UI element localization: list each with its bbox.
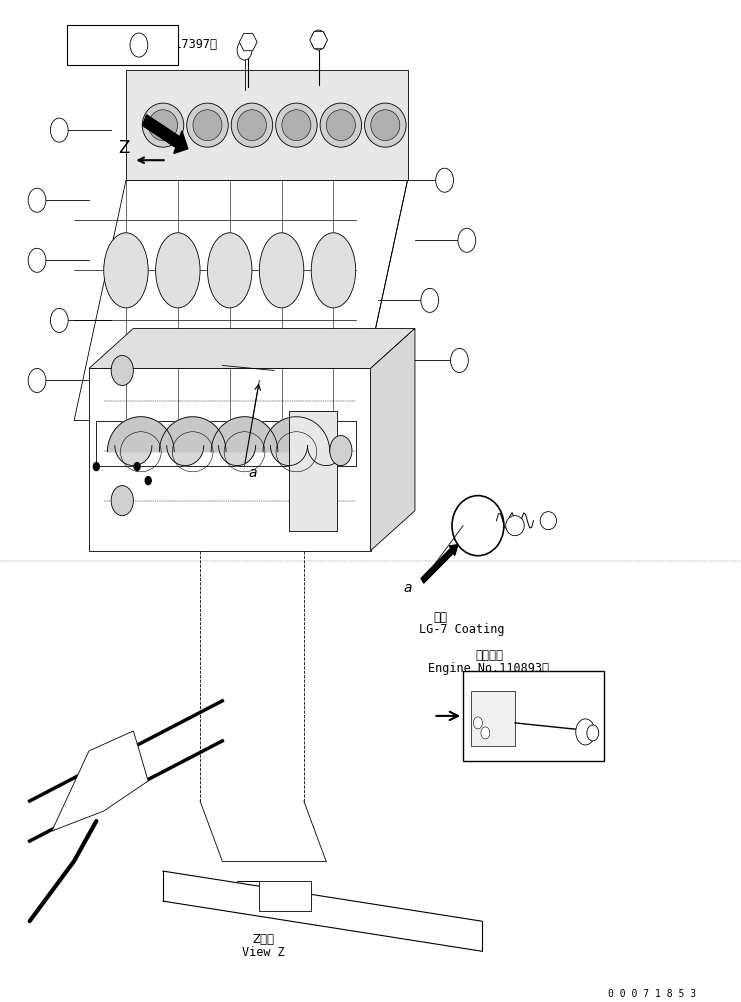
Polygon shape <box>74 180 408 421</box>
Bar <box>463 671 604 761</box>
Ellipse shape <box>187 103 228 147</box>
Polygon shape <box>356 180 408 421</box>
Circle shape <box>28 188 46 212</box>
Ellipse shape <box>193 110 222 140</box>
Text: 塗布: 塗布 <box>434 611 448 624</box>
Text: Z　視: Z 視 <box>252 933 274 946</box>
Circle shape <box>50 309 68 333</box>
Ellipse shape <box>207 232 252 308</box>
Circle shape <box>451 349 468 373</box>
Text: View Z: View Z <box>242 946 285 959</box>
Text: 0 0 0 7 1 8 5 3: 0 0 0 7 1 8 5 3 <box>608 989 697 999</box>
Polygon shape <box>211 417 278 452</box>
Circle shape <box>421 289 439 313</box>
Polygon shape <box>310 31 328 49</box>
Circle shape <box>130 33 147 57</box>
Polygon shape <box>89 329 415 369</box>
Ellipse shape <box>148 110 178 140</box>
Polygon shape <box>370 329 415 551</box>
Polygon shape <box>219 446 256 466</box>
Ellipse shape <box>156 232 200 308</box>
Circle shape <box>50 118 68 142</box>
Polygon shape <box>115 446 152 466</box>
Circle shape <box>458 228 476 253</box>
Circle shape <box>28 248 46 273</box>
Circle shape <box>576 718 595 744</box>
Bar <box>67 25 178 65</box>
Polygon shape <box>159 417 226 452</box>
Text: 適用号機: 適用号機 <box>475 649 503 661</box>
Circle shape <box>145 477 151 485</box>
Ellipse shape <box>142 103 184 147</box>
Polygon shape <box>89 369 370 551</box>
Circle shape <box>111 356 133 386</box>
Circle shape <box>473 716 482 728</box>
Circle shape <box>111 486 133 516</box>
Text: Z: Z <box>119 139 130 157</box>
Polygon shape <box>167 446 204 466</box>
Circle shape <box>481 726 490 738</box>
Polygon shape <box>308 446 345 466</box>
Polygon shape <box>270 446 308 466</box>
Ellipse shape <box>237 110 267 140</box>
Text: Engine No.110893～: Engine No.110893～ <box>428 662 550 674</box>
Polygon shape <box>96 421 356 466</box>
Ellipse shape <box>311 232 356 308</box>
Ellipse shape <box>276 103 317 147</box>
Circle shape <box>237 40 252 60</box>
FancyArrow shape <box>142 115 187 153</box>
Ellipse shape <box>540 512 556 530</box>
Circle shape <box>93 463 99 471</box>
Polygon shape <box>107 417 174 452</box>
Circle shape <box>436 168 453 192</box>
Ellipse shape <box>365 103 406 147</box>
Text: a: a <box>248 466 256 480</box>
Ellipse shape <box>104 232 148 308</box>
Circle shape <box>330 436 352 466</box>
Text: a: a <box>404 581 412 595</box>
Ellipse shape <box>370 110 400 140</box>
Text: 適用号機: 適用号機 <box>96 25 124 38</box>
Polygon shape <box>237 881 311 911</box>
Polygon shape <box>263 417 330 452</box>
Bar <box>471 690 515 745</box>
Polygon shape <box>239 33 257 51</box>
Ellipse shape <box>505 516 525 536</box>
FancyArrow shape <box>421 545 458 583</box>
Ellipse shape <box>231 103 273 147</box>
Text: LG-7 Coating: LG-7 Coating <box>419 623 504 636</box>
Polygon shape <box>52 730 148 831</box>
Ellipse shape <box>320 103 362 147</box>
Ellipse shape <box>326 110 356 140</box>
Circle shape <box>587 724 599 740</box>
Ellipse shape <box>259 232 304 308</box>
Text: Engine No.117397～: Engine No.117397～ <box>96 38 217 51</box>
Bar <box>289 411 337 531</box>
Circle shape <box>311 30 326 50</box>
Ellipse shape <box>282 110 311 140</box>
Polygon shape <box>126 70 408 180</box>
Circle shape <box>28 369 46 393</box>
Circle shape <box>134 463 140 471</box>
